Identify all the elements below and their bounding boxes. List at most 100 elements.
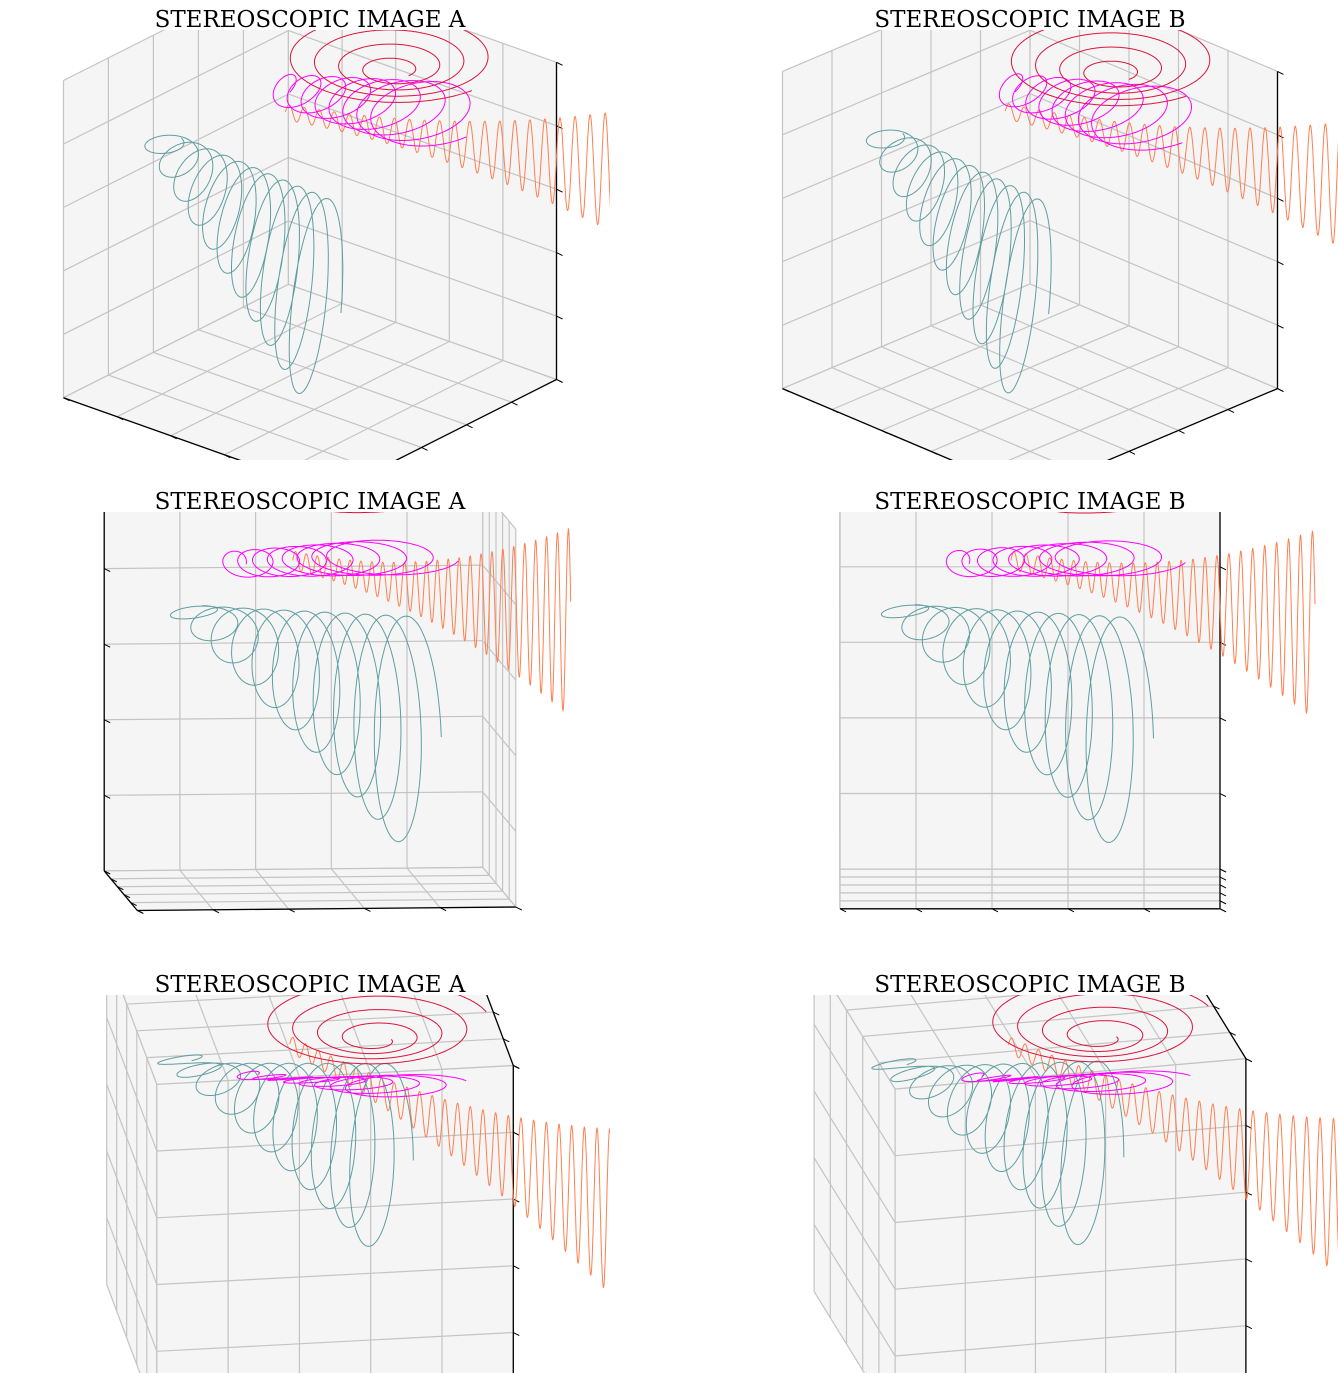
- panel-title: STEREOSCOPIC IMAGE A: [155, 489, 466, 515]
- tick-mark: [493, 1011, 500, 1016]
- grid-line: [288, 93, 557, 190]
- tick-mark: [1178, 429, 1185, 434]
- grid-line: [63, 30, 166, 82]
- grid-line: [107, 932, 464, 951]
- tick-mark: [473, 959, 479, 962]
- grid-line: [117, 882, 497, 888]
- grid-line: [146, 1038, 504, 1059]
- grid-line: [895, 1325, 1246, 1357]
- tick-mark: [954, 945, 960, 948]
- grid-line: [482, 715, 517, 757]
- pane: [840, 869, 1220, 909]
- tick-mark: [103, 568, 111, 573]
- panel-title: STEREOSCOPIC IMAGE A: [155, 972, 466, 998]
- grid-line: [136, 1011, 494, 1032]
- grid-line: [782, 30, 883, 72]
- grid-line: [984, 995, 1036, 1078]
- tick-mark: [1219, 884, 1227, 889]
- tick-mark: [103, 643, 111, 648]
- tick-mark: [116, 416, 124, 421]
- tick-mark: [814, 958, 820, 961]
- tick-mark: [1219, 868, 1227, 873]
- panel-title: STEREOSCOPIC IMAGE B: [874, 489, 1185, 515]
- grid-line: [1177, 30, 1278, 72]
- grid-line: [198, 329, 467, 426]
- tick-mark: [881, 429, 888, 434]
- tick-mark: [513, 1131, 520, 1136]
- grid-line: [881, 346, 1130, 452]
- grid-line: [110, 874, 490, 880]
- panel: [103, 493, 572, 914]
- grid-line: [813, 1090, 896, 1223]
- grid-line: [782, 30, 1031, 136]
- tick-mark: [930, 450, 938, 455]
- tick-mark: [513, 1265, 520, 1270]
- curve: [144, 134, 344, 395]
- grid-line: [881, 325, 1130, 431]
- grid-line: [243, 306, 512, 403]
- pane: [104, 867, 516, 911]
- grid-line: [1132, 995, 1177, 1066]
- tick-mark: [392, 936, 398, 939]
- tick-mark: [1245, 1258, 1253, 1263]
- grid-line: [1029, 30, 1278, 136]
- grid-line: [895, 1258, 1246, 1290]
- grid-line: [980, 304, 1229, 411]
- grid-line: [63, 156, 289, 272]
- grid-line: [930, 346, 1179, 452]
- grid-line: [179, 869, 214, 911]
- tick-mark: [107, 951, 113, 954]
- panel: [106, 932, 610, 1373]
- grid-line: [104, 564, 483, 570]
- axis-line: [107, 932, 464, 951]
- grid-line: [406, 867, 441, 909]
- grid-line: [1029, 93, 1278, 199]
- tick-mark: [212, 909, 220, 914]
- grid-line: [413, 995, 443, 1070]
- tick-mark: [1165, 927, 1171, 930]
- tick-mark: [513, 1065, 520, 1069]
- tick-mark: [1079, 472, 1085, 475]
- axis-line: [782, 388, 954, 460]
- grid-line: [108, 374, 350, 460]
- grid-line: [482, 791, 517, 832]
- curve: [998, 73, 1192, 151]
- grid-line: [895, 1124, 1246, 1157]
- axis-line: [814, 927, 1165, 957]
- pane: [63, 284, 557, 460]
- grid-line: [1058, 995, 1107, 1072]
- grid-line: [878, 1031, 1230, 1064]
- tick-mark: [1220, 491, 1226, 494]
- tick-mark: [104, 493, 110, 496]
- axis-line: [63, 397, 242, 460]
- pane: [156, 1065, 514, 1373]
- tick-mark: [178, 947, 184, 950]
- grid-line: [482, 867, 517, 908]
- tick-mark: [1219, 566, 1227, 571]
- grid-line: [288, 220, 557, 317]
- tick-mark: [1095, 933, 1101, 936]
- grid-line: [224, 340, 450, 456]
- tick-mark: [515, 906, 523, 911]
- tick-mark: [137, 910, 144, 914]
- grid-line: [130, 898, 510, 904]
- tick-mark: [1219, 892, 1227, 897]
- grid-line: [814, 927, 1165, 957]
- grid-line: [910, 995, 966, 1084]
- curve: [289, 1036, 610, 1289]
- tick-mark: [1219, 876, 1227, 881]
- tick-mark: [466, 424, 473, 429]
- grid-line: [782, 93, 1031, 199]
- tick-mark: [1213, 1005, 1220, 1010]
- grid-line: [106, 1284, 141, 1373]
- grid-line: [846, 995, 1029, 1011]
- grid-line: [104, 791, 483, 796]
- curve: [992, 995, 1209, 1063]
- tick-mark: [1128, 450, 1136, 455]
- curve: [272, 73, 471, 147]
- tick-mark: [1227, 409, 1235, 413]
- tick-mark: [1219, 641, 1227, 646]
- curve: [961, 1070, 1191, 1095]
- tick-mark: [513, 1198, 520, 1203]
